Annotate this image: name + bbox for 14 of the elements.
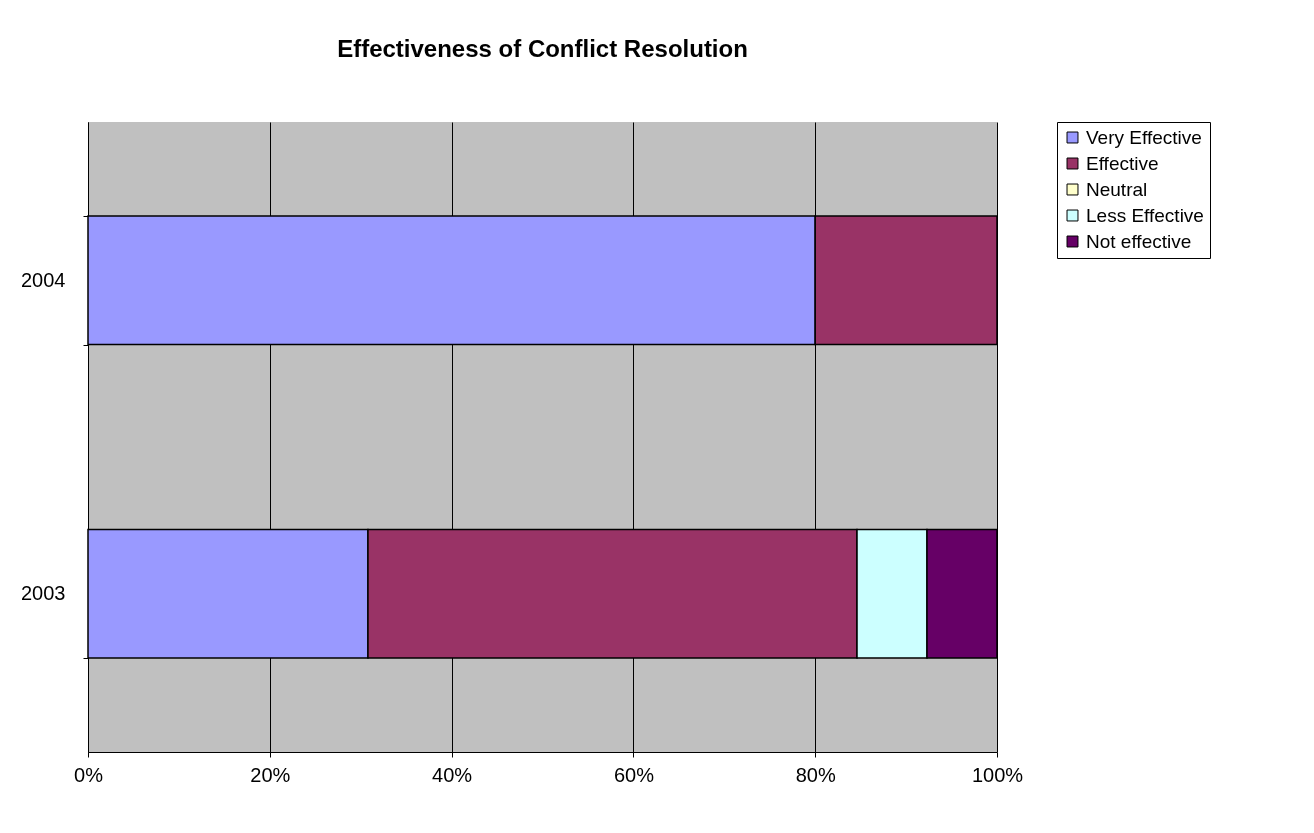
x-tick-label: 80% — [795, 763, 836, 786]
x-tick-label: 60% — [613, 763, 655, 786]
legend-label: Effective — [1086, 152, 1159, 174]
x-tick-label: 40% — [432, 763, 473, 786]
y-tick-label: 2004 — [21, 268, 66, 291]
y-tick-label: 2003 — [21, 582, 66, 605]
x-tick-label: 100% — [971, 763, 1024, 786]
x-tick-label: 20% — [250, 763, 291, 786]
legend-label: Very Effective — [1086, 126, 1202, 148]
legend-label: Not effective — [1086, 230, 1192, 252]
legend-label: Less Effective — [1086, 204, 1204, 226]
x-tick-label: 0% — [74, 763, 104, 786]
chart-title: Effectiveness of Conflict Resolution — [337, 35, 748, 62]
legend-label: Neutral — [1086, 178, 1148, 200]
